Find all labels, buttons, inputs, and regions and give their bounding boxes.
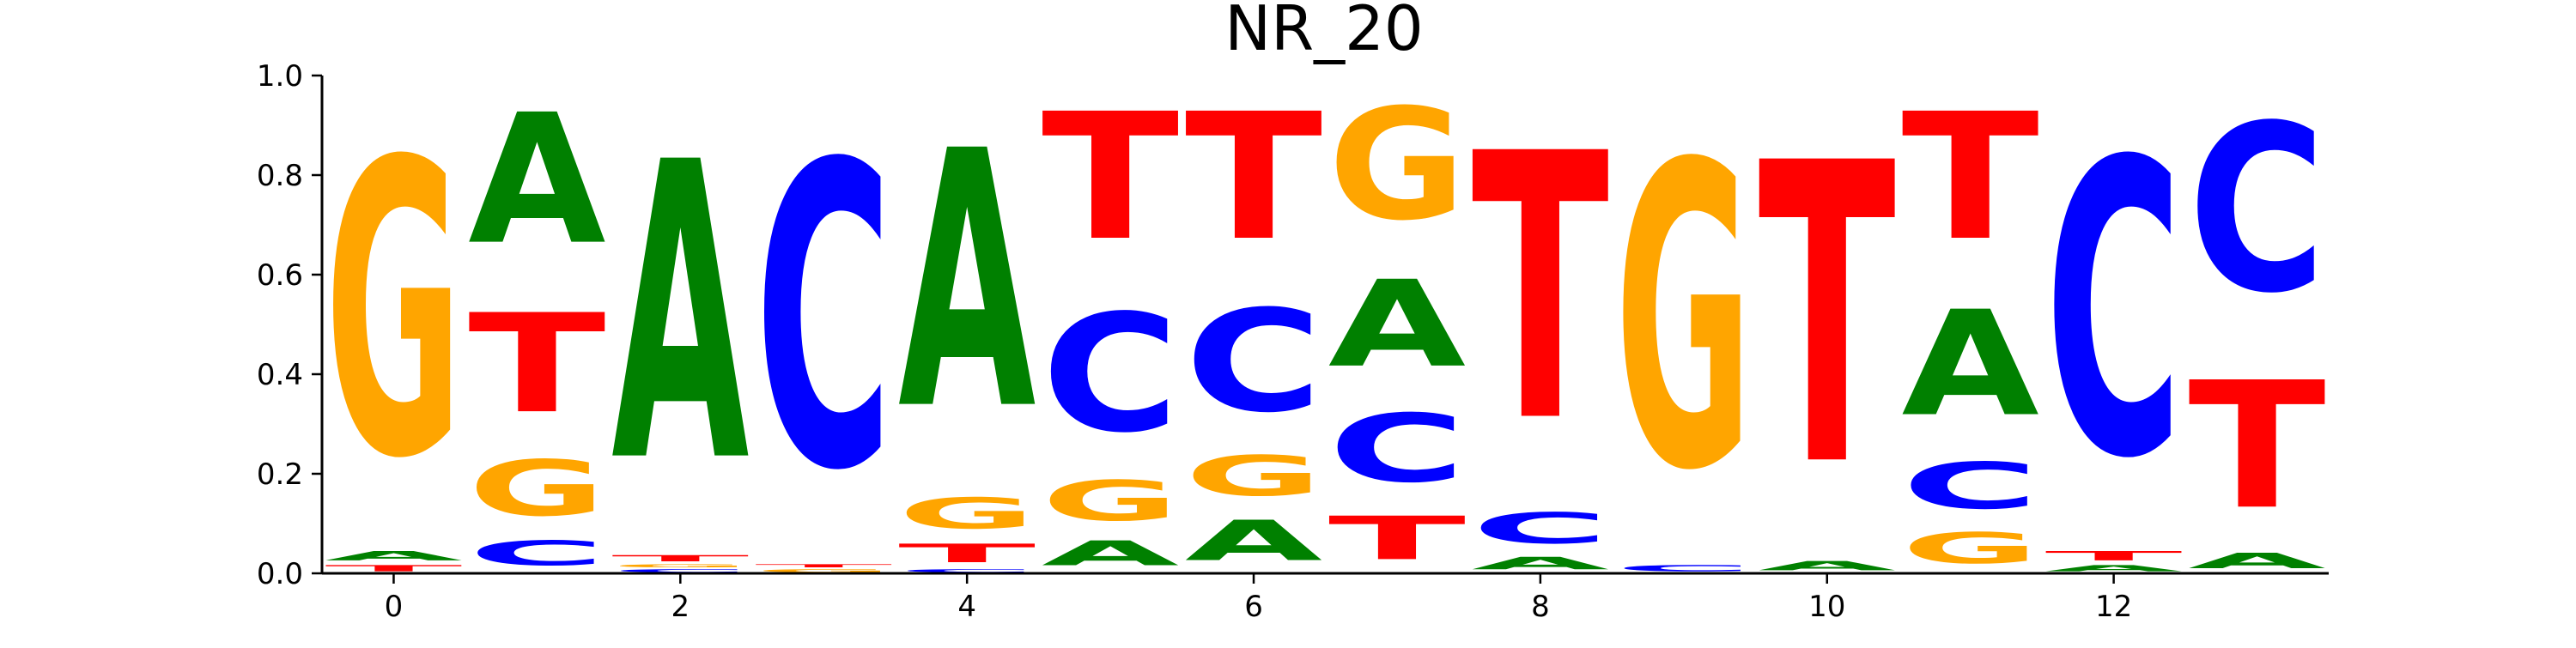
logo-letter-c-pos-2: C [611,568,749,573]
logo-letter-g-pos-6: G [1185,445,1322,509]
logo-letter-a-pos-8: A [1472,554,1609,573]
logo-letter-c-pos-4: C [898,568,1036,573]
logo-letter-c-pos-3: C [755,76,892,561]
logo-letter-c-pos-6: C [1185,281,1322,444]
logo-letter-g-pos-1: G [468,444,605,533]
logo-letter-t-pos-3: T [755,563,892,568]
logo-letter-a-pos-1: A [468,76,605,284]
logo-letter-g-pos-9: G [1615,77,1753,563]
y-tick-label-1: 0.2 [257,457,303,492]
logo-letter-t-pos-10: T [1759,77,1897,557]
logo-letter-g-pos-0: G [325,77,462,548]
y-tick-label-4: 0.8 [257,159,303,193]
logo-letter-t-pos-1: T [468,286,605,444]
x-tick-label-1: 2 [671,590,690,624]
logo-letter-c-pos-13: C [2188,76,2325,343]
logo-letter-a-pos-10: A [1759,559,1896,573]
logo-letter-t-pos-7: T [1328,504,1466,573]
logo-letter-g-pos-3: G [755,568,892,573]
logo-letter-c-pos-8: C [1472,504,1609,554]
logo-letter-a-pos-0: A [325,548,462,563]
logo-letter-a-pos-4: A [898,76,1037,488]
logo-letter-g-pos-11: G [1902,524,2039,573]
logo-letter-c-pos-12: C [2044,76,2182,547]
y-tick-label-2: 0.4 [257,358,303,392]
logo-letter-c-pos-7: C [1328,395,1466,504]
x-tick-label-5: 10 [1808,590,1845,624]
logo-letter-c-pos-5: C [1042,281,1179,469]
x-tick-label-3: 6 [1244,590,1263,624]
x-tick-label-0: 0 [385,590,404,624]
x-tick-label-6: 12 [2095,590,2132,624]
x-tick-label-2: 4 [957,590,976,624]
logo-letter-g-pos-2: G [611,563,749,568]
logo-letter-g-pos-7: G [1328,76,1466,255]
y-tick-label-5: 1.0 [257,59,303,94]
logo-letter-t-pos-8: T [1472,78,1610,503]
y-tick-label-3: 0.6 [257,258,303,293]
logo-letter-a-pos-13: A [2188,548,2325,573]
logo-letter-g-pos-4: G [898,489,1036,539]
logo-letter-t-pos-2: T [611,554,749,564]
logo-letter-g-pos-5: G [1042,469,1179,534]
logo-letter-a-pos-6: A [1185,509,1322,573]
axes: 0.0 0.2 0.4 0.6 0.8 1.0 0 2 4 6 8 10 12 [257,59,2329,624]
logo-letter-a-pos-7: A [1328,255,1466,394]
logo-letter-c-pos-11: C [1902,450,2039,524]
logo-letter-c-pos-1: C [468,534,605,573]
logo-letter-a-pos-5: A [1042,534,1179,573]
logo-letter-t-pos-6: T [1185,76,1322,279]
x-tick-label-4: 8 [1531,590,1550,624]
logo-letter-t-pos-11: T [1902,76,2039,279]
logo-letter-t-pos-12: T [2044,548,2182,563]
logo-letter-t-pos-4: T [898,539,1036,568]
logo-letter-a-pos-12: A [2044,563,2182,573]
logo-letter-a-pos-11: A [1902,280,2039,448]
logo-letter-c-pos-9: C [1615,564,1753,573]
logo-letter-t-pos-13: T [2188,344,2325,548]
logo-letter-a-pos-2: A [611,76,750,552]
logo-letter-t-pos-5: T [1042,76,1179,279]
chart-title: NR_20 [1224,0,1424,64]
logo-letter-t-pos-0: T [325,563,462,573]
y-tick-label-0: 0.0 [257,557,303,591]
